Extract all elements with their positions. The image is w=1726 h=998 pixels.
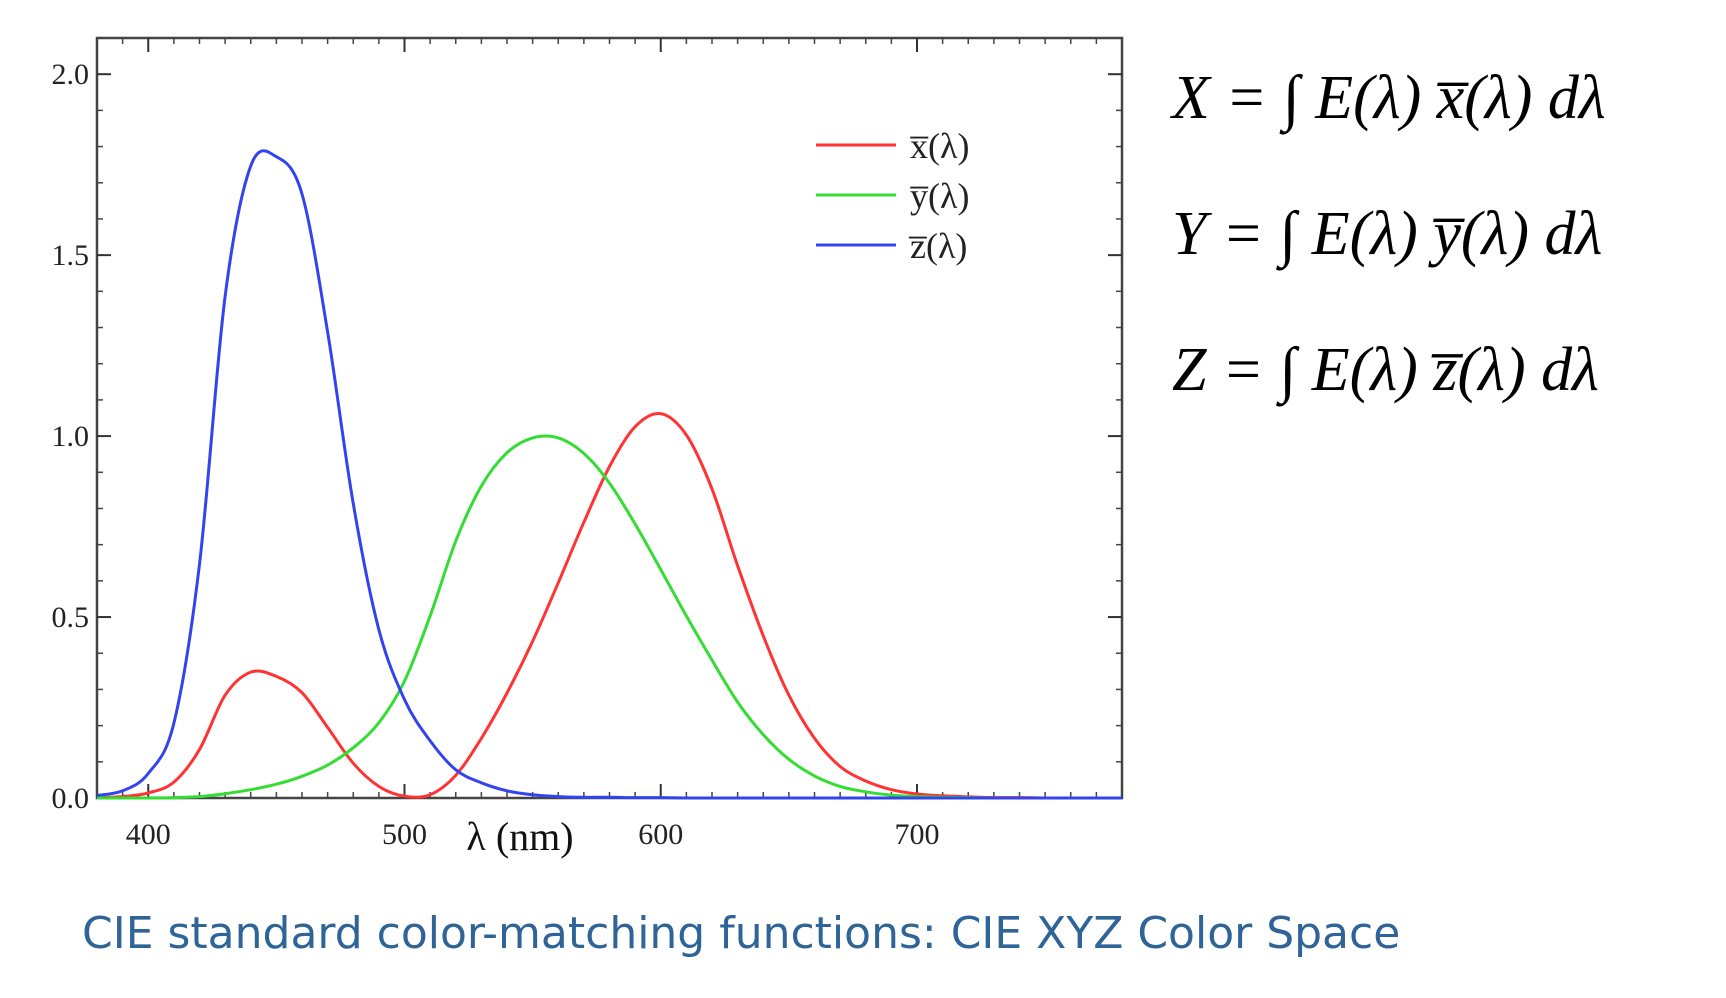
y-tick-label: 1.0	[52, 420, 90, 453]
legend-label-y-bar: y̅(λ)	[909, 176, 969, 216]
y-tick-label: 1.5	[52, 239, 90, 272]
equations: X = ∫ E(λ) x̅(λ) dλ Y = ∫ E(λ) y̅(λ) dλ …	[1172, 48, 1720, 456]
x-axis-label: λ (nm)	[466, 814, 573, 859]
y-tick-label: 0.5	[52, 601, 90, 634]
legend-label-x-bar: x̅(λ)	[909, 126, 969, 166]
series-line-x-bar	[96, 411, 1122, 800]
legend-label-z-bar: z̅(λ)	[908, 226, 968, 266]
series-line-y-bar	[96, 434, 1122, 800]
equation-z: Z = ∫ E(λ) z̅(λ) dλ	[1172, 336, 1599, 404]
x-tick-label: 600	[638, 818, 683, 851]
equation-y: Y = ∫ E(λ) y̅(λ) dλ	[1172, 200, 1603, 268]
legend: x̅(λ) y̅(λ) z̅(λ)	[816, 126, 969, 266]
major-ticks	[97, 38, 1122, 799]
equation-x: X = ∫ E(λ) x̅(λ) dλ	[1172, 64, 1606, 132]
y-tick-label: 0.0	[52, 782, 90, 815]
x-tick-label: 700	[895, 818, 940, 851]
x-tick-label: 400	[126, 818, 171, 851]
cmf-chart: 400 500 600 700 0.0 0.5 1.0 1.5 2.0 λ (nm) x̅(λ…	[52, 36, 1124, 859]
y-tick-label: 2.0	[52, 58, 90, 91]
caption: CIE standard color-matching functions: C…	[82, 908, 1401, 959]
series-layer	[96, 149, 1122, 800]
x-tick-labels: 400 500 600 700	[126, 818, 940, 851]
series-line-z-bar	[96, 149, 1122, 800]
y-tick-labels: 0.0 0.5 1.0 1.5 2.0	[52, 58, 90, 815]
minor-ticks	[96, 37, 1123, 799]
x-tick-label: 500	[382, 818, 427, 851]
